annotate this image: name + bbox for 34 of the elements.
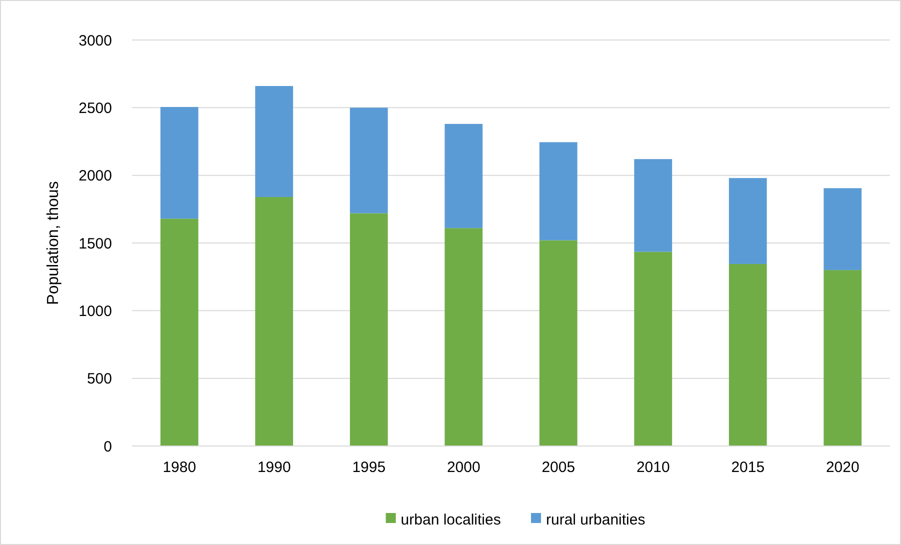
y-tick-label: 0 xyxy=(104,438,112,456)
y-tick-label: 1500 xyxy=(78,235,112,252)
y-tick-label: 2000 xyxy=(78,168,112,185)
x-tick-label: 1980 xyxy=(162,459,196,476)
x-tick-label: 1990 xyxy=(257,459,291,476)
y-axis-title: Population, thous xyxy=(45,181,62,305)
x-tick-label: 2005 xyxy=(542,459,576,476)
bar xyxy=(824,270,862,446)
bar xyxy=(350,213,388,446)
legend-label: urban localities xyxy=(400,511,501,528)
legend-label: rural urbanities xyxy=(546,511,646,528)
bar xyxy=(160,106,198,219)
y-tick-label: 1000 xyxy=(78,302,112,320)
bar xyxy=(824,188,862,270)
bar xyxy=(255,86,294,197)
bar xyxy=(444,124,483,228)
x-tick-label: 1995 xyxy=(352,459,386,476)
y-tick-label: 2500 xyxy=(78,100,112,117)
bar xyxy=(634,252,672,446)
x-tick-label: 2020 xyxy=(826,459,860,476)
bar xyxy=(539,240,578,446)
bar xyxy=(160,218,198,446)
bar xyxy=(539,142,578,240)
y-tick-label: 500 xyxy=(86,370,112,388)
x-tick-label: 2015 xyxy=(731,459,765,476)
x-tick-label: 2010 xyxy=(636,459,670,476)
bar xyxy=(728,178,767,264)
y-tick-label: 3000 xyxy=(78,32,112,50)
bar xyxy=(444,228,483,446)
x-tick-label: 2000 xyxy=(446,459,480,476)
bar xyxy=(350,108,388,214)
bar xyxy=(728,264,767,446)
bar xyxy=(255,196,294,446)
bar xyxy=(634,159,672,252)
